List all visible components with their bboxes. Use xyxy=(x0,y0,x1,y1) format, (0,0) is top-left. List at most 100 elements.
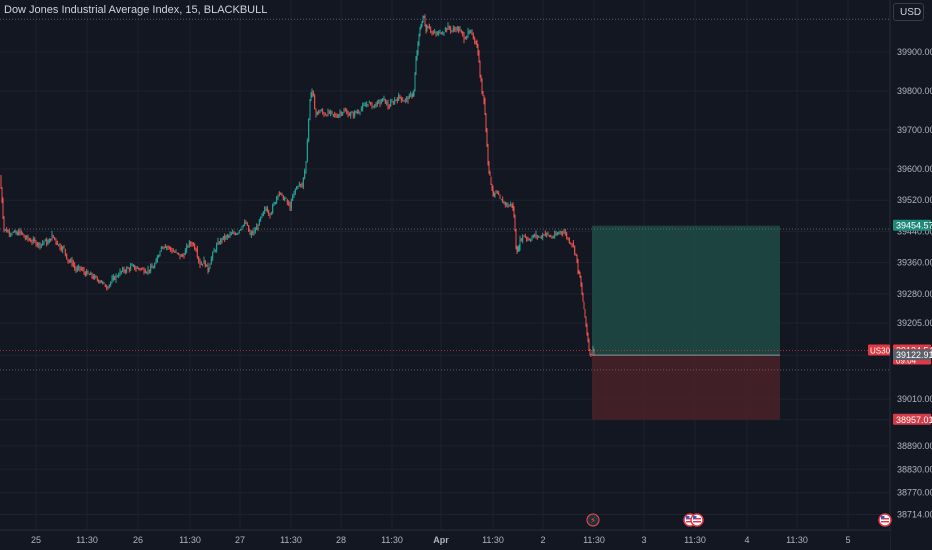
candle-body xyxy=(458,27,460,32)
target-zone[interactable] xyxy=(592,225,780,356)
candle-body xyxy=(432,32,434,34)
us-flag-stripe xyxy=(693,518,701,520)
candle-body xyxy=(52,235,54,238)
candle-body xyxy=(198,256,200,261)
candle-body xyxy=(277,195,279,197)
candle-body xyxy=(58,244,60,246)
lightning-icon[interactable] xyxy=(586,513,600,527)
candle-body xyxy=(494,193,496,197)
candle-body xyxy=(540,237,542,239)
candle-body xyxy=(100,280,102,283)
us-flag-icon[interactable] xyxy=(690,513,704,527)
candle-body xyxy=(492,188,494,194)
candle-body xyxy=(402,100,404,102)
target-price-label: 39454.57 xyxy=(896,221,932,231)
candle-body xyxy=(285,197,287,199)
candle-body xyxy=(180,254,182,257)
candle-body xyxy=(314,96,316,110)
candle-body xyxy=(60,247,62,251)
candle-body xyxy=(130,265,132,270)
stop-zone[interactable] xyxy=(592,355,780,420)
candle-body xyxy=(587,334,589,342)
candle-body xyxy=(155,260,157,264)
price-axis[interactable] xyxy=(890,0,932,550)
candle-body xyxy=(15,231,17,235)
candle-body xyxy=(78,266,80,269)
candle-body xyxy=(48,238,50,244)
candle-body xyxy=(578,270,580,272)
candle-body xyxy=(435,32,437,34)
candle-body xyxy=(20,231,22,233)
candle-body xyxy=(3,217,5,230)
candle-body xyxy=(238,230,240,232)
candle-body xyxy=(440,32,442,35)
candle-body xyxy=(491,184,493,191)
candle-body xyxy=(316,111,318,115)
x-tick-label: 11:30 xyxy=(684,535,706,545)
candle-body xyxy=(547,233,549,235)
candle-body xyxy=(87,270,89,274)
candle-body xyxy=(63,246,65,248)
candle-body xyxy=(326,115,328,117)
candle-body xyxy=(76,268,78,271)
candle-body xyxy=(513,208,515,217)
candle-body xyxy=(300,184,302,186)
candle-body xyxy=(324,114,326,116)
candle-body xyxy=(216,244,218,251)
candle-body xyxy=(588,340,590,351)
candle-body xyxy=(339,112,341,115)
candle-body xyxy=(88,274,90,276)
candle-body xyxy=(148,269,150,272)
candle-body xyxy=(98,279,100,283)
candle-body xyxy=(499,195,501,199)
candle-body xyxy=(476,42,478,47)
candle-body xyxy=(262,211,264,216)
candle-body xyxy=(142,268,144,270)
candle-body xyxy=(543,234,545,236)
candle-body xyxy=(188,242,190,246)
entry-price-label-bg xyxy=(893,349,931,361)
candle-body xyxy=(430,28,432,32)
candle-body xyxy=(42,242,44,245)
candle-body xyxy=(528,239,530,241)
y-tick-label: 38770.00 xyxy=(897,488,932,498)
candle-body xyxy=(264,208,266,212)
candle-body xyxy=(504,202,506,205)
currency-selector[interactable]: USD xyxy=(893,3,924,21)
candle-body xyxy=(332,114,334,116)
candle-body xyxy=(508,205,510,207)
candle-body xyxy=(4,229,6,231)
candle-body xyxy=(555,233,557,235)
candle-body xyxy=(135,269,137,271)
candle-body xyxy=(47,242,49,245)
candle-body xyxy=(127,267,129,269)
candle-body xyxy=(39,243,41,248)
candle-body xyxy=(351,112,353,114)
candle-body xyxy=(523,235,525,237)
candle-body xyxy=(372,105,374,107)
candle-body xyxy=(281,192,283,194)
candle-body xyxy=(175,251,177,253)
candle-body xyxy=(366,104,368,106)
candle-body xyxy=(485,114,487,132)
candle-body xyxy=(260,217,262,220)
us-flag-icon[interactable] xyxy=(878,513,892,527)
us-flag-canton xyxy=(881,516,885,519)
candle-body xyxy=(92,276,94,279)
candle-body xyxy=(419,29,421,35)
time-axis[interactable] xyxy=(0,530,890,550)
candle-body xyxy=(418,34,420,45)
candle-body xyxy=(0,176,2,189)
candle-body xyxy=(567,237,569,239)
candle-body xyxy=(420,26,422,29)
us-flag-stripe xyxy=(881,521,889,523)
candle-body xyxy=(234,233,236,235)
candle-body xyxy=(464,38,466,40)
candle-body xyxy=(106,286,108,288)
candle-body xyxy=(218,243,220,245)
candle-body xyxy=(7,231,9,233)
candle-body xyxy=(90,273,92,275)
candle-body xyxy=(403,100,405,102)
candle-body xyxy=(334,114,336,116)
